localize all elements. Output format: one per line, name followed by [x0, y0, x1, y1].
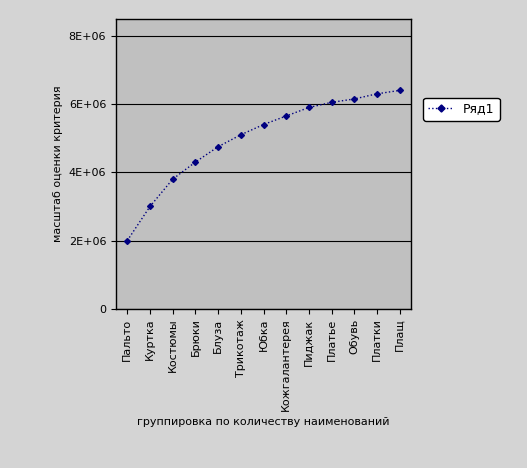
Legend: Ряд1: Ряд1: [423, 97, 500, 120]
Ряд1: [170, 176, 176, 182]
X-axis label: группировка по количеству наименований: группировка по количеству наименований: [137, 417, 390, 427]
Ряд1: [374, 91, 380, 96]
Ряд1: [396, 88, 403, 93]
Ряд1: [351, 96, 357, 102]
Ряд1: [283, 113, 289, 119]
Ряд1: [192, 159, 199, 165]
Ряд1: [238, 132, 244, 138]
Line: Ряд1: Ряд1: [125, 88, 402, 243]
Ряд1: [124, 238, 131, 243]
Ряд1: [328, 100, 335, 105]
Ряд1: [306, 105, 312, 110]
Ряд1: [215, 144, 221, 150]
Y-axis label: масштаб оценки критерия: масштаб оценки критерия: [53, 86, 63, 242]
Ряд1: [147, 204, 153, 209]
Ряд1: [260, 122, 267, 127]
